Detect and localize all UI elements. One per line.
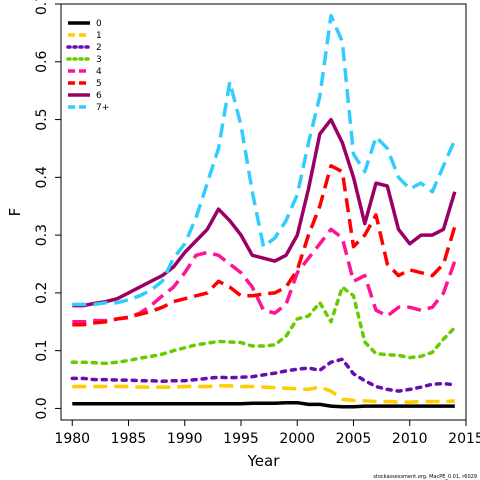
legend-label: 7+ — [96, 103, 109, 113]
x-tick-label: 1985 — [111, 431, 147, 447]
legend-label: 5 — [96, 79, 102, 89]
x-tick-label: 1995 — [223, 431, 259, 447]
y-tick-label: 0.0 — [34, 397, 50, 419]
legend-label: 1 — [96, 31, 102, 41]
plot-frame — [60, 3, 467, 421]
legend-label: 2 — [96, 43, 102, 53]
y-tick-label: 0.3 — [34, 224, 50, 246]
legend-label: 0 — [96, 19, 102, 29]
legend: 0 1 2 3 4 5 6 7+ — [66, 19, 109, 113]
legend-label: 3 — [96, 55, 102, 65]
y-tick-label: 0.1 — [34, 340, 50, 362]
series-line-7plus — [72, 13, 457, 307]
y-tick-label: 0.2 — [34, 282, 50, 304]
y-axis-title: F — [6, 208, 24, 217]
legend-label: 4 — [96, 67, 102, 77]
y-tick-label: 0.7 — [34, 0, 50, 15]
footer-note: stockassessment.org, MacPE_0.01, r6029 — [373, 474, 477, 480]
y-tick-label: 0.4 — [34, 166, 50, 188]
y-axis: 0.0 0.1 0.2 0.3 0.4 0.5 0.6 0.7 — [34, 0, 61, 420]
x-axis: 1980 1985 1990 1995 2000 2005 2010 2015 — [54, 420, 480, 447]
x-tick-label: 2005 — [336, 431, 372, 447]
x-tick-label: 2010 — [392, 431, 428, 447]
y-tick-label: 0.6 — [34, 51, 50, 73]
x-tick-label: 1980 — [54, 431, 90, 447]
series-line-6 — [72, 117, 457, 308]
x-tick-label: 1990 — [167, 431, 203, 447]
series-layer — [70, 13, 457, 409]
series-line-5 — [72, 164, 457, 327]
legend-label: 6 — [96, 91, 102, 101]
y-tick-label: 0.5 — [34, 108, 50, 130]
series-line-2 — [70, 357, 457, 393]
series-line-0 — [72, 400, 455, 409]
x-axis-title: Year — [247, 452, 281, 470]
series-line-3 — [70, 285, 457, 366]
x-tick-label: 2000 — [279, 431, 315, 447]
series-line-1 — [72, 384, 455, 404]
x-tick-label: 2015 — [448, 431, 480, 447]
